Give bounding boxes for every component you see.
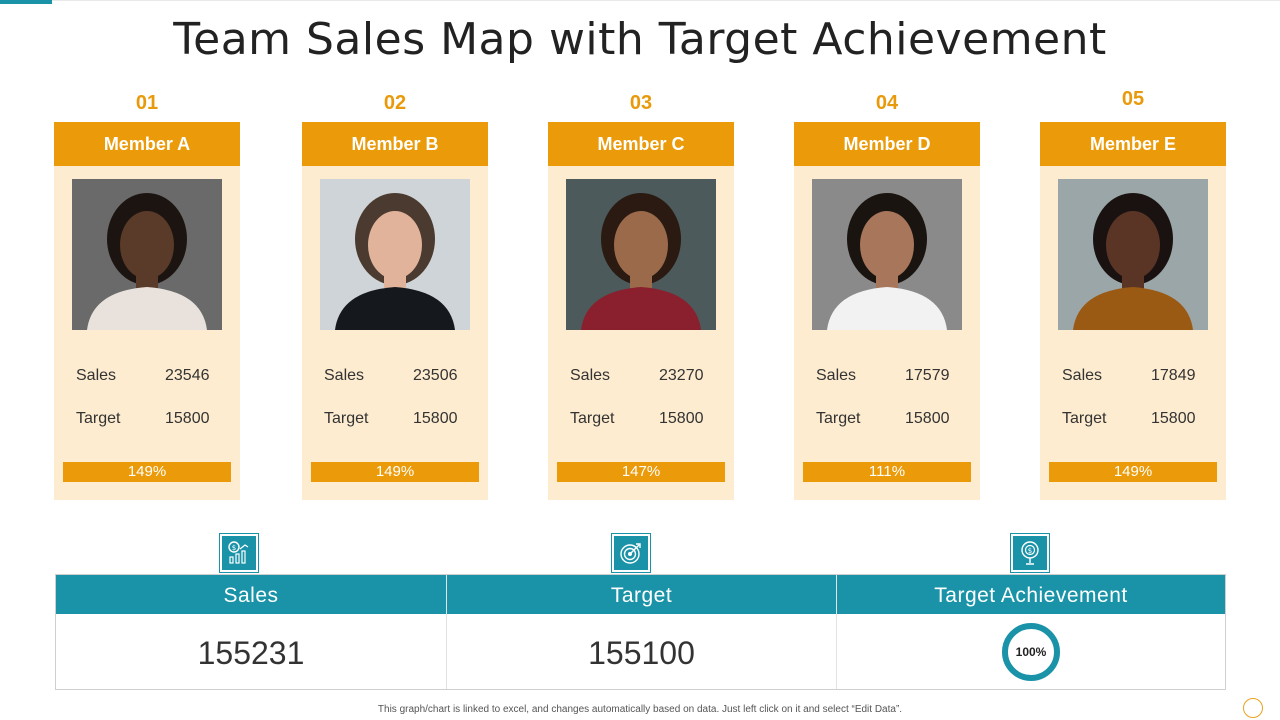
sales-label: Sales [324, 367, 365, 384]
sales-value: 23506 [413, 367, 458, 384]
target-icon-badge [611, 533, 651, 573]
member-card: Member B Sales 23506 Target 15800 149% [302, 122, 488, 500]
summary-achievement-header: Target Achievement [837, 575, 1225, 614]
donut-progress-arc [1002, 623, 1060, 681]
portrait-member-e [1058, 179, 1208, 330]
member-photo [320, 179, 470, 330]
achievement-icon-badge: $ [1010, 533, 1050, 573]
summary-sales-header: Sales [56, 575, 446, 614]
summary-sales-cell: Sales 155231 [56, 575, 446, 689]
achievement-bar: 149% [1049, 462, 1217, 482]
target-label: Target [570, 410, 615, 427]
member-number: 05 [1121, 88, 1145, 110]
member-photo [566, 179, 716, 330]
summary-table: Sales 155231 Target 155100 Target Achiev… [55, 574, 1226, 690]
member-name: Member A [54, 122, 240, 166]
portrait-member-a [72, 179, 222, 330]
target-icon [620, 543, 641, 564]
member-number: 03 [629, 92, 653, 114]
achievement-bar: 147% [557, 462, 725, 482]
summary-target-value: 155100 [588, 635, 695, 671]
member-number: 02 [383, 92, 407, 114]
sales-label: Sales [76, 367, 117, 384]
target-value: 15800 [1151, 410, 1196, 427]
target-label: Target [324, 410, 369, 427]
svg-text:$: $ [232, 544, 236, 552]
sales-value: 17849 [1151, 367, 1196, 384]
member-card: Member C Sales 23270 Target 15800 147% [548, 122, 734, 500]
member-number: 01 [135, 92, 159, 114]
member-name: Member B [302, 122, 488, 166]
footer-note: This graph/chart is linked to excel, and… [377, 704, 903, 715]
sales-label: Sales [816, 367, 857, 384]
achievement-donut: 100% [1000, 621, 1062, 683]
corner-circle-decoration [1243, 698, 1263, 718]
target-label: Target [816, 410, 861, 427]
member-photo [1058, 179, 1208, 330]
member-card: Member D Sales 17579 Target 15800 111% [794, 122, 980, 500]
summary-divider [836, 575, 837, 689]
sales-value: 23270 [659, 367, 704, 384]
page-title: Team Sales Map with Target Achievement [173, 14, 1107, 65]
member-name: Member D [794, 122, 980, 166]
corner-accent-bar [0, 0, 52, 4]
achievement-bar: 149% [311, 462, 479, 482]
member-photo [72, 179, 222, 330]
member-name: Member C [548, 122, 734, 166]
member-number: 04 [875, 92, 899, 114]
member-photo [812, 179, 962, 330]
summary-sales-value: 155231 [197, 635, 305, 671]
sales-label: Sales [570, 367, 611, 384]
money-chart-icon: $ [228, 541, 249, 564]
target-label: Target [76, 410, 121, 427]
sales-label: Sales [1062, 367, 1103, 384]
target-value: 15800 [165, 410, 210, 427]
target-value: 15800 [905, 410, 950, 427]
summary-target-header: Target [447, 575, 836, 614]
donut-label: 100% [1015, 645, 1047, 659]
target-value: 15800 [413, 410, 458, 427]
achievement-medal-icon: $ [1021, 541, 1039, 565]
achievement-bar: 149% [63, 462, 231, 482]
summary-target-cell: Target 155100 [447, 575, 836, 689]
summary-achievement-cell: Target Achievement 100% [837, 575, 1225, 689]
member-card: Member E Sales 17849 Target 15800 149% [1040, 122, 1226, 500]
portrait-member-c [566, 179, 716, 330]
sales-value: 23546 [165, 367, 210, 384]
portrait-member-d [812, 179, 962, 330]
member-name: Member E [1040, 122, 1226, 166]
sales-icon-badge: $ [219, 533, 259, 573]
summary-divider [446, 575, 447, 689]
top-rule [52, 0, 1280, 1]
sales-value: 17579 [905, 367, 950, 384]
target-value: 15800 [659, 410, 704, 427]
target-label: Target [1062, 410, 1107, 427]
member-card: Member A Sales 23546 Target 15800 149% [54, 122, 240, 500]
svg-text:$: $ [1028, 547, 1032, 555]
portrait-member-b [320, 179, 470, 330]
achievement-bar: 111% [803, 462, 971, 482]
